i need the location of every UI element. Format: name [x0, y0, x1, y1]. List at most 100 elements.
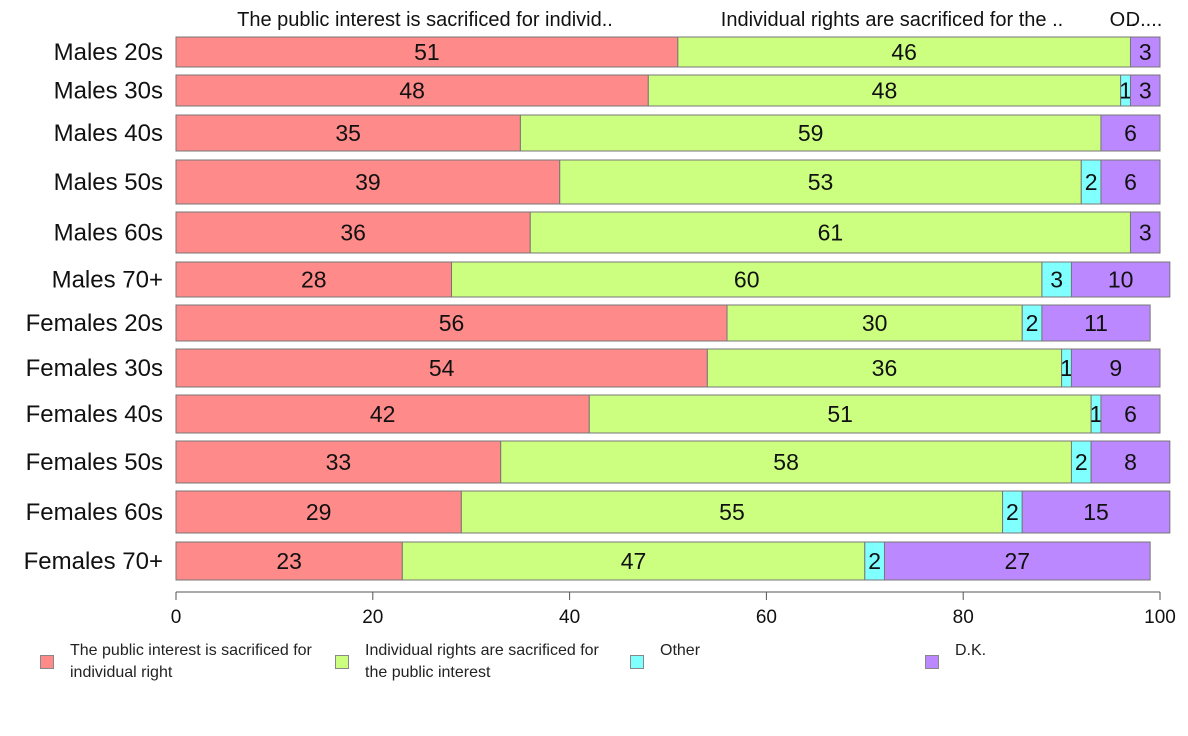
legend-item-public-interest: The public interest is sacrificed for in…	[40, 640, 320, 684]
bar-segment	[1129, 211, 1161, 254]
category-label: Females 70+	[24, 548, 163, 575]
data-label: 1	[1090, 401, 1103, 427]
data-label: 55	[719, 499, 745, 525]
x-tick-label: 80	[953, 607, 974, 628]
legend-item-other: Other	[630, 640, 910, 669]
data-label: 3	[1139, 220, 1152, 246]
data-label: 2	[1075, 449, 1088, 475]
data-label: 53	[808, 169, 834, 195]
data-label: 36	[340, 220, 366, 246]
data-label: 10	[1108, 267, 1134, 293]
bar-segment	[175, 304, 728, 342]
x-tick-label: 0	[171, 607, 182, 628]
data-label: 39	[355, 169, 381, 195]
header-label: Individual rights are sacrificed for the…	[721, 9, 1063, 31]
category-label: Females 30s	[26, 355, 163, 382]
bar-segment	[175, 211, 531, 254]
data-label: 56	[439, 310, 465, 336]
bar-segment	[1100, 114, 1161, 152]
x-tick-label: 60	[756, 607, 777, 628]
bar-segment	[1090, 440, 1171, 484]
bar-segment	[460, 490, 1004, 534]
data-label: 27	[1005, 548, 1031, 574]
data-label: 6	[1124, 120, 1137, 146]
legend-item-individual-rights: Individual rights are sacrificed for the…	[335, 640, 615, 684]
header-label: O..	[1110, 9, 1137, 31]
bar-segment	[883, 541, 1151, 581]
category-label: Males 30s	[54, 78, 163, 105]
data-label: 59	[798, 120, 824, 146]
data-label: 9	[1109, 355, 1122, 381]
data-label: 48	[399, 78, 425, 104]
data-label: 1	[1060, 355, 1073, 381]
bar-segment	[451, 261, 1043, 298]
bar-segment	[726, 304, 1023, 342]
data-label: 48	[872, 78, 898, 104]
bar-segment	[1070, 261, 1171, 298]
data-label: 51	[827, 401, 853, 427]
data-label: 29	[306, 499, 332, 525]
data-label: 2	[1085, 169, 1098, 195]
bar-segment	[500, 440, 1072, 484]
bar-segment	[647, 74, 1122, 107]
stacked-bar-chart: The public interest is sacrificed for in…	[24, 9, 1176, 628]
bar-segment	[401, 541, 866, 581]
legend-swatch-individual-rights	[335, 655, 349, 669]
data-label: 3	[1139, 39, 1152, 65]
bar-segment	[175, 261, 453, 298]
data-label: 3	[1050, 267, 1063, 293]
legend: The public interest is sacrificed for in…	[0, 640, 1188, 700]
data-label: 2	[1006, 499, 1019, 525]
category-label: Males 40s	[54, 120, 163, 147]
data-label: 60	[734, 267, 760, 293]
bar-segment	[1041, 304, 1151, 342]
bar-segment	[1129, 36, 1161, 68]
bar-segment	[175, 159, 561, 205]
category-label: Females 20s	[26, 310, 163, 337]
legend-label-dk: D.K.	[955, 642, 987, 659]
x-tick-label: 20	[362, 607, 383, 628]
bar-segment	[1100, 394, 1161, 434]
legend-item-dk: D.K.	[925, 640, 1188, 669]
category-label: Males 20s	[54, 39, 163, 66]
category-label: Males 50s	[54, 169, 163, 196]
category-label: Females 40s	[26, 401, 163, 428]
data-label: 2	[1026, 310, 1039, 336]
data-label: 33	[326, 449, 352, 475]
data-label: 8	[1124, 449, 1137, 475]
bar-segment	[706, 348, 1063, 388]
bar-segment	[175, 114, 521, 152]
bar-segment	[588, 394, 1092, 434]
data-label: 30	[862, 310, 888, 336]
data-label: 3	[1139, 78, 1152, 104]
category-label: Males 60s	[54, 220, 163, 247]
legend-swatch-public-interest	[40, 655, 54, 669]
data-label: 46	[891, 39, 917, 65]
legend-swatch-other	[630, 655, 644, 669]
legend-label-public-interest: The public interest is sacrificed for in…	[70, 642, 312, 681]
data-label: 11	[1084, 310, 1108, 336]
category-label: Females 50s	[26, 449, 163, 476]
legend-label-individual-rights: Individual rights are sacrificed for the…	[365, 642, 599, 681]
data-label: 15	[1083, 499, 1109, 525]
data-label: 36	[872, 355, 898, 381]
data-label: 58	[773, 449, 799, 475]
data-label: 61	[818, 220, 844, 246]
legend-label-other: Other	[660, 642, 701, 659]
x-tick-label: 100	[1144, 607, 1176, 628]
data-label: 2	[868, 548, 881, 574]
data-label: 28	[301, 267, 327, 293]
x-tick-label: 40	[559, 607, 580, 628]
category-label: Females 60s	[26, 499, 163, 526]
data-label: 1	[1119, 78, 1132, 104]
data-label: 23	[276, 548, 302, 574]
header-label: The public interest is sacrificed for in…	[237, 9, 613, 31]
data-label: 47	[621, 548, 647, 574]
bar-segment	[1041, 261, 1072, 298]
bar-segment	[175, 440, 502, 484]
data-label: 42	[370, 401, 396, 427]
bar-segment	[1100, 159, 1161, 205]
bar-segment	[1021, 490, 1171, 534]
bar-segment	[175, 348, 708, 388]
bar-segment	[1070, 348, 1161, 388]
